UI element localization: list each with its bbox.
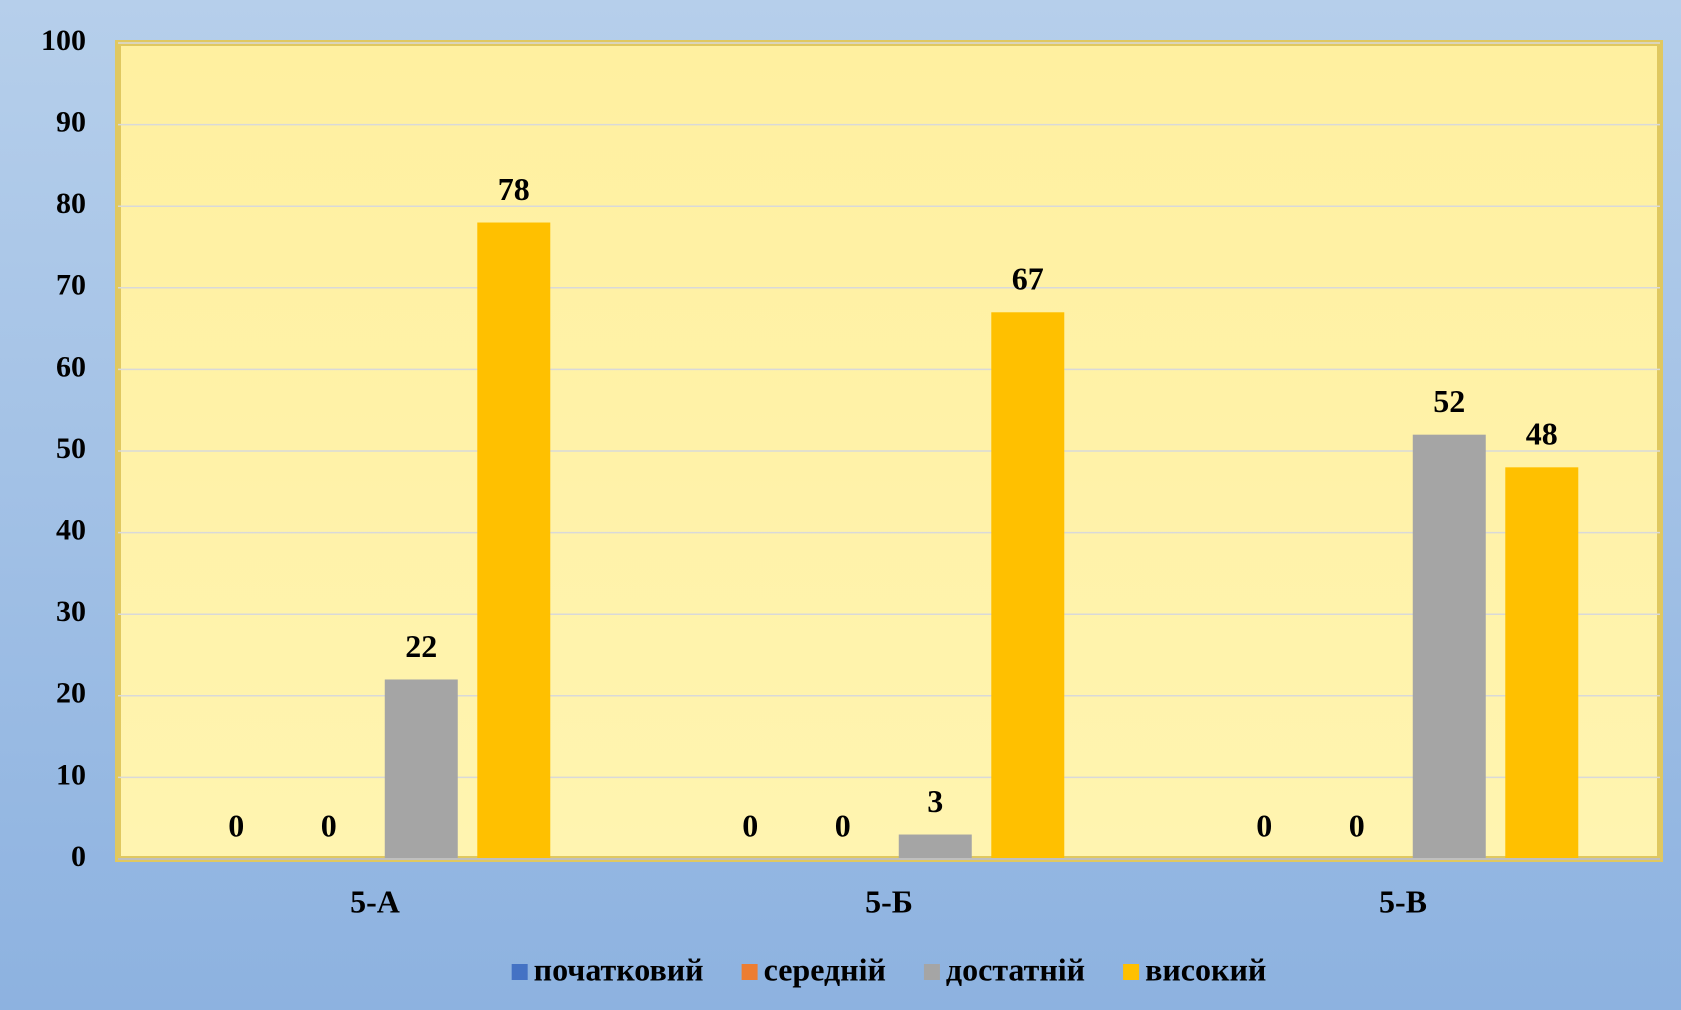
data-label: 0 <box>742 807 758 843</box>
bar <box>384 679 458 859</box>
y-tick-label: 40 <box>56 513 86 546</box>
legend-swatch <box>923 964 940 980</box>
data-label: 78 <box>498 171 530 207</box>
bar <box>1505 467 1579 859</box>
y-tick-label: 80 <box>56 187 86 220</box>
y-tick-label: 60 <box>56 350 86 383</box>
bar <box>991 312 1065 859</box>
data-label: 0 <box>1256 807 1272 843</box>
legend-label: початковий <box>534 951 704 987</box>
layer: 0 10 20 30 40 50 60 70 80 90 100 5-А 0 0 22 78 5-Б 0 0 3 67 5… <box>41 24 1660 987</box>
bar <box>1412 434 1486 859</box>
y-tick-label: 100 <box>41 24 86 57</box>
legend-label: високий <box>1145 951 1266 987</box>
y-tick-label: 90 <box>56 105 86 138</box>
data-label: 22 <box>405 628 437 664</box>
legend-label: достатній <box>946 951 1085 987</box>
data-label: 0 <box>835 807 851 843</box>
x-tick-label: 5-А <box>350 883 400 919</box>
data-label: 52 <box>1433 383 1465 419</box>
y-tick-label: 30 <box>56 595 86 628</box>
legend-swatch <box>1123 964 1140 980</box>
data-label: 0 <box>228 807 244 843</box>
y-tick-label: 70 <box>56 269 86 302</box>
x-tick-label: 5-Б <box>865 883 913 919</box>
data-label: 3 <box>927 783 943 819</box>
data-label: 48 <box>1526 416 1558 452</box>
legend-swatch <box>511 964 528 980</box>
y-tick-label: 10 <box>56 758 86 791</box>
y-tick-label: 0 <box>71 840 86 873</box>
y-tick-label: 50 <box>56 432 86 465</box>
bar <box>477 222 551 859</box>
bar <box>898 834 972 859</box>
legend-swatch <box>741 964 758 980</box>
data-label: 0 <box>1349 807 1365 843</box>
data-label: 0 <box>321 807 337 843</box>
y-tick-label: 20 <box>56 677 86 710</box>
x-tick-label: 5-В <box>1379 883 1427 919</box>
legend-label: середній <box>764 951 886 987</box>
data-label: 67 <box>1012 261 1044 297</box>
